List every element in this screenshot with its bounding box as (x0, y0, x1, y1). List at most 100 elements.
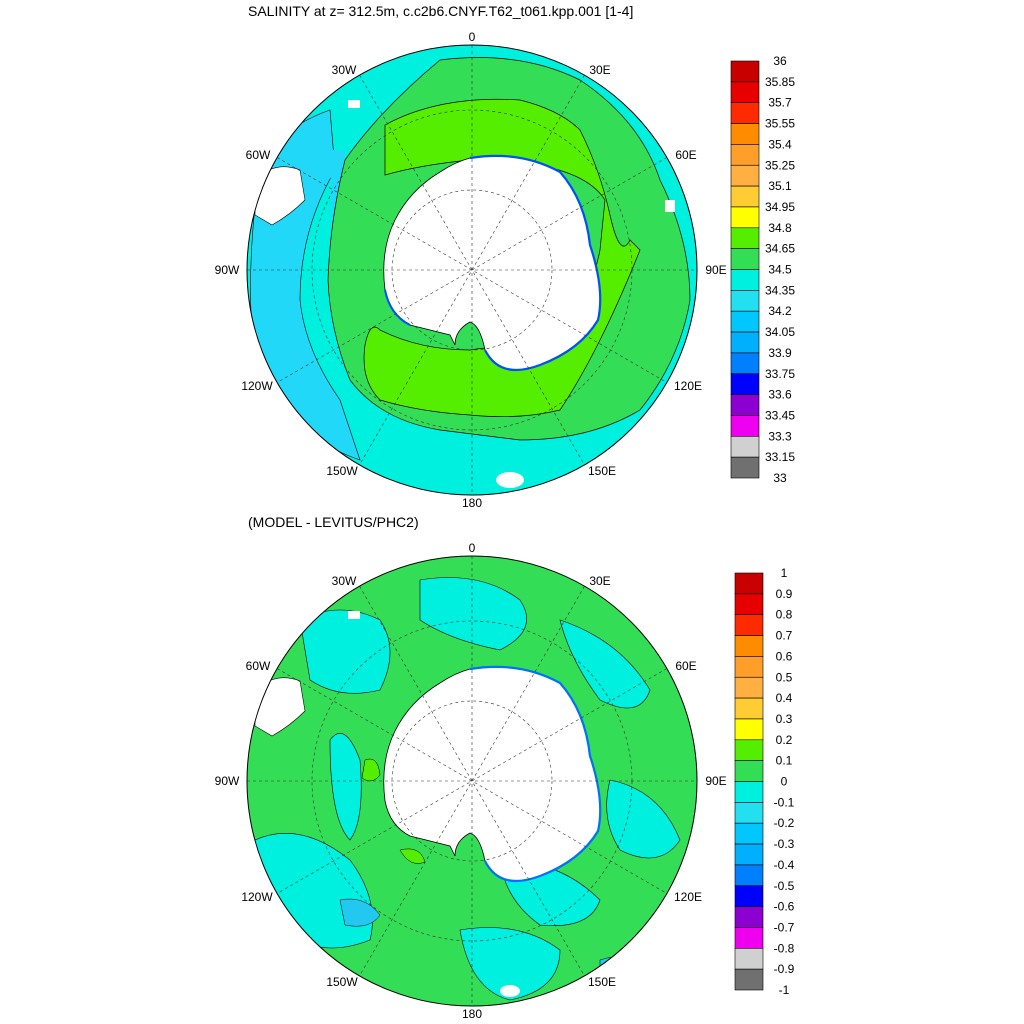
lon-label-30e: 30E (589, 63, 610, 77)
lon-label-150w: 150W (326, 464, 358, 478)
lon-label-180: 180 (462, 496, 482, 510)
colorbar-swatch (730, 373, 760, 395)
colorbar-level-label: 0.6 (776, 649, 793, 663)
colorbar-level-label: -0.2 (774, 816, 795, 830)
colorbar-level-label: -0.3 (774, 837, 795, 851)
colorbar-level-label: 1 (781, 566, 788, 580)
colorbar-swatch (730, 248, 760, 270)
colorbar-level-label: -0.6 (774, 900, 795, 914)
colorbar-swatch (730, 310, 760, 333)
colorbar-swatch (734, 968, 764, 991)
colorbar-swatch (730, 164, 760, 187)
colorbar-swatch (730, 123, 760, 145)
colorbar-level-label: 33.75 (765, 367, 795, 381)
colorbar-level-label: 35.55 (765, 117, 795, 131)
colorbar-level-label: -0.4 (774, 858, 795, 872)
colorbar-swatch (730, 415, 760, 437)
colorbar-swatch (734, 843, 764, 866)
colorbar-level-label: 34.5 (768, 263, 792, 277)
colorbar-swatch (734, 739, 764, 761)
colorbar-level-label: -1 (779, 983, 790, 997)
colorbar-swatch (734, 718, 764, 741)
lon-label-120w: 120W (241, 890, 273, 904)
lon-label-90e: 90E (705, 774, 726, 788)
lon-label-150e: 150E (588, 975, 616, 989)
colorbar-swatch (734, 572, 764, 595)
lon-label-0: 0 (469, 30, 476, 44)
colorbar-swatch (730, 435, 760, 458)
lon-label-30e: 30E (589, 574, 610, 588)
colorbar-level-label: -0.7 (774, 920, 795, 934)
colorbar-swatch (734, 885, 764, 907)
colorbar-swatch (730, 206, 760, 229)
colorbar-level-label: 34.8 (768, 221, 792, 235)
lon-label-150w: 150W (326, 975, 358, 989)
colorbar-swatch (734, 635, 764, 657)
colorbar-swatch (730, 144, 760, 166)
colorbar-swatch (730, 60, 760, 83)
colorbar-swatch (730, 394, 760, 416)
colorbar-swatch (730, 456, 760, 479)
colorbar-level-label: 34.05 (765, 325, 795, 339)
lon-label-30w: 30W (332, 63, 357, 77)
colorbar-level-label: 0.2 (776, 733, 793, 747)
colorbar-swatch (734, 614, 764, 636)
colorbar-level-label: 0.9 (776, 587, 793, 601)
colorbar-level-label: 33.15 (765, 450, 795, 464)
colorbar-level-label: 0 (781, 775, 788, 789)
colorbar-swatch (730, 331, 760, 354)
colorbar-swatch (730, 185, 760, 208)
colorbar-level-label: -0.5 (774, 879, 795, 893)
lon-label-120w: 120W (241, 379, 273, 393)
colorbar-level-label: 33.3 (768, 429, 792, 443)
salinity-colorbar: 36 35.85 35.7 35.55 35.4 35.25 35.1 34.95 34.8 34… (730, 54, 795, 485)
salinity-map: 0 30E 60E 90E 120E 150E 180 150W 120W 90… (215, 30, 796, 510)
lon-label-90w: 90W (215, 263, 240, 277)
lon-label-180: 180 (462, 1007, 482, 1021)
colorbar-swatch (734, 676, 764, 699)
colorbar-swatch (734, 656, 764, 678)
lon-label-60w: 60W (246, 148, 271, 162)
colorbar-swatch (734, 760, 764, 782)
difference-colorbar: 1 0.9 0.8 0.7 0.6 0.5 0.4 0.3 0.2 0.1 0 -0.1 -0.2 -0.… (734, 566, 795, 997)
colorbar-swatch (734, 697, 764, 720)
colorbar-swatch (734, 822, 764, 845)
lon-label-60e: 60E (675, 148, 696, 162)
colorbar-swatch (734, 864, 764, 887)
colorbar-level-label: 35.7 (768, 96, 792, 110)
panel-1-title: SALINITY at z= 312.5m, c.c2b6.CNYF.T62_t… (248, 3, 634, 19)
colorbar-swatch (734, 947, 764, 970)
colorbar-swatch (734, 927, 764, 949)
colorbar-swatch (730, 269, 760, 291)
colorbar-level-label: 33.45 (765, 408, 795, 422)
colorbar-swatch (734, 593, 764, 615)
colorbar-level-label: 34.2 (768, 304, 792, 318)
lon-label-150e: 150E (588, 464, 616, 478)
colorbar-level-label: 33.9 (768, 346, 792, 360)
colorbar-level-label: 34.95 (765, 200, 795, 214)
colorbar-level-label: 0.1 (776, 754, 793, 768)
colorbar-swatch (730, 227, 760, 249)
colorbar-swatch (730, 352, 760, 375)
lon-label-60w: 60W (246, 659, 271, 673)
lon-label-90w: 90W (215, 774, 240, 788)
colorbar-level-label: 36 (773, 54, 787, 68)
colorbar-level-label: 0.4 (776, 691, 793, 705)
colorbar-swatch (730, 81, 760, 103)
colorbar-level-label: 34.35 (765, 283, 795, 297)
colorbar-level-label: 0.3 (776, 712, 793, 726)
colorbar-level-label: 33.6 (768, 388, 792, 402)
colorbar-level-label: 0.7 (776, 629, 793, 643)
colorbar-level-label: 0.5 (776, 670, 793, 684)
colorbar-level-label: 35.4 (768, 137, 792, 151)
colorbar-swatch (734, 906, 764, 928)
colorbar-level-label: 35.1 (768, 179, 792, 193)
lon-label-120e: 120E (674, 379, 702, 393)
colorbar-level-label: -0.9 (774, 962, 795, 976)
colorbar-level-label: 35.85 (765, 75, 795, 89)
colorbar-level-label: -0.1 (774, 795, 795, 809)
colorbar-level-label: 0.8 (776, 608, 793, 622)
colorbar-level-label: 33 (773, 471, 787, 485)
colorbar-level-label: -0.8 (774, 941, 795, 955)
